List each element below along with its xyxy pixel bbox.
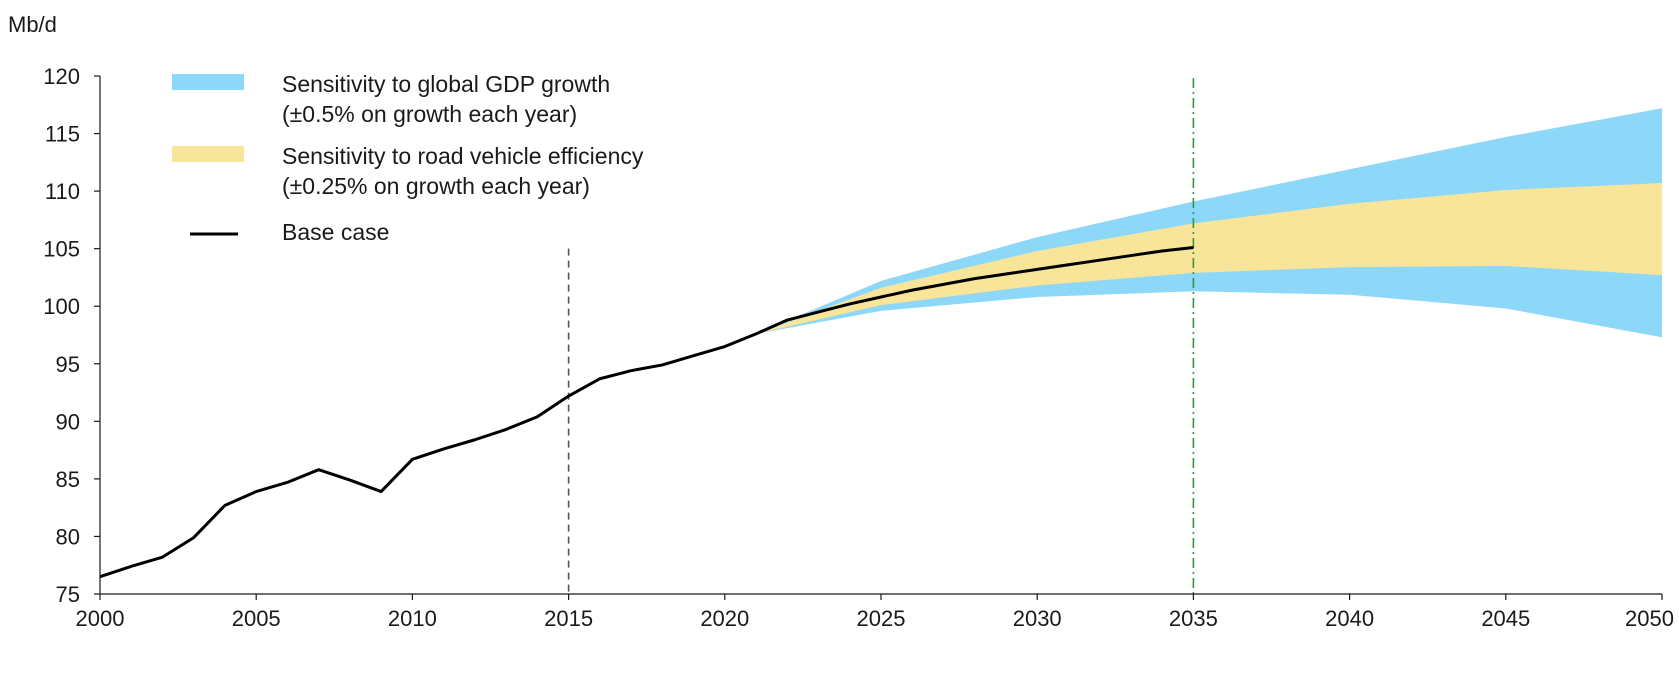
x-tick-label: 2020 bbox=[700, 606, 749, 631]
band-road bbox=[756, 183, 1662, 334]
x-tick-label: 2000 bbox=[76, 606, 125, 631]
y-tick-label: 90 bbox=[56, 409, 80, 434]
y-tick-label: 85 bbox=[56, 467, 80, 492]
x-tick-label: 2015 bbox=[544, 606, 593, 631]
x-tick-label: 2035 bbox=[1169, 606, 1218, 631]
legend-sublabel-road: (±0.25% on growth each year) bbox=[282, 173, 590, 199]
x-tick-label: 2010 bbox=[388, 606, 437, 631]
y-tick-label: 110 bbox=[45, 179, 80, 204]
y-tick-label: 120 bbox=[43, 64, 80, 89]
x-tick-label: 2005 bbox=[232, 606, 281, 631]
y-tick-label: 115 bbox=[45, 122, 80, 147]
series-line-base bbox=[99, 246, 1194, 579]
legend-label-base: Base case bbox=[282, 219, 389, 245]
x-tick-label: 2030 bbox=[1013, 606, 1062, 631]
legend-label-gdp: Sensitivity to global GDP growth bbox=[282, 71, 610, 97]
legend-swatch-road bbox=[172, 146, 244, 162]
y-tick-label: 75 bbox=[56, 582, 80, 607]
y-tick-label: 105 bbox=[43, 237, 80, 262]
x-tick-label: 2025 bbox=[857, 606, 906, 631]
legend-label-road: Sensitivity to road vehicle efficiency bbox=[282, 143, 644, 169]
x-tick-label: 2050 bbox=[1625, 606, 1674, 631]
legend-sublabel-gdp: (±0.5% on growth each year) bbox=[282, 101, 577, 127]
y-axis-unit-label: Mb/d bbox=[8, 12, 57, 37]
x-tick-label: 2045 bbox=[1481, 606, 1530, 631]
legend-swatch-gdp bbox=[172, 74, 244, 90]
y-tick-label: 95 bbox=[56, 352, 80, 377]
x-tick-label: 2040 bbox=[1325, 606, 1374, 631]
y-tick-label: 80 bbox=[56, 524, 80, 549]
y-tick-label: 100 bbox=[43, 294, 80, 319]
